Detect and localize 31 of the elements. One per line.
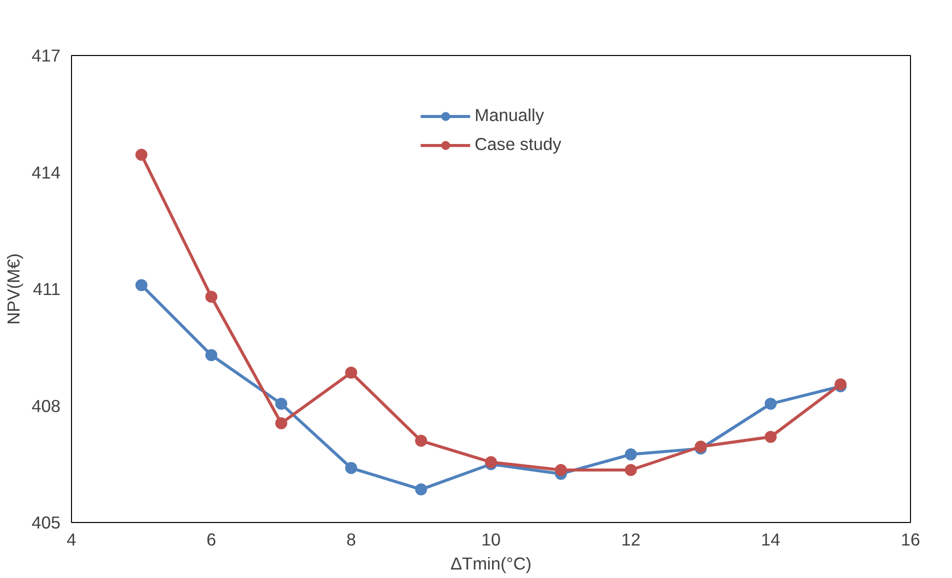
x-tick-label: 16: [900, 530, 920, 550]
point: [764, 398, 777, 410]
point: [764, 430, 777, 443]
y-tick-label: 417: [32, 46, 61, 66]
legend-label: Manually: [474, 105, 544, 126]
y-tick-label: 405: [32, 512, 61, 532]
point: [415, 434, 428, 447]
legend-label: Case study: [474, 134, 562, 155]
point: [275, 417, 288, 430]
x-tick-label: 4: [66, 530, 77, 550]
point: [624, 448, 637, 460]
y-axis-title: NPV(M€): [4, 253, 24, 325]
point: [135, 148, 148, 161]
point: [345, 462, 358, 474]
x-tick-label: 14: [761, 530, 781, 550]
x-tick-label: 10: [481, 530, 501, 550]
point: [345, 366, 358, 379]
x-tick-label: 12: [621, 530, 640, 550]
x-axis-title: ΔTmin(°C): [450, 554, 532, 574]
point: [135, 279, 148, 292]
y-tick-label: 411: [32, 279, 61, 299]
y-tick-label: 408: [32, 396, 61, 416]
point: [205, 290, 218, 303]
x-tick-label: 8: [346, 530, 356, 550]
point: [205, 349, 218, 362]
point: [415, 483, 428, 496]
point: [624, 464, 637, 476]
point: [275, 398, 288, 410]
x-tick-label: 6: [206, 530, 216, 550]
point: [554, 464, 567, 476]
y-tick-label: 414: [32, 162, 61, 182]
